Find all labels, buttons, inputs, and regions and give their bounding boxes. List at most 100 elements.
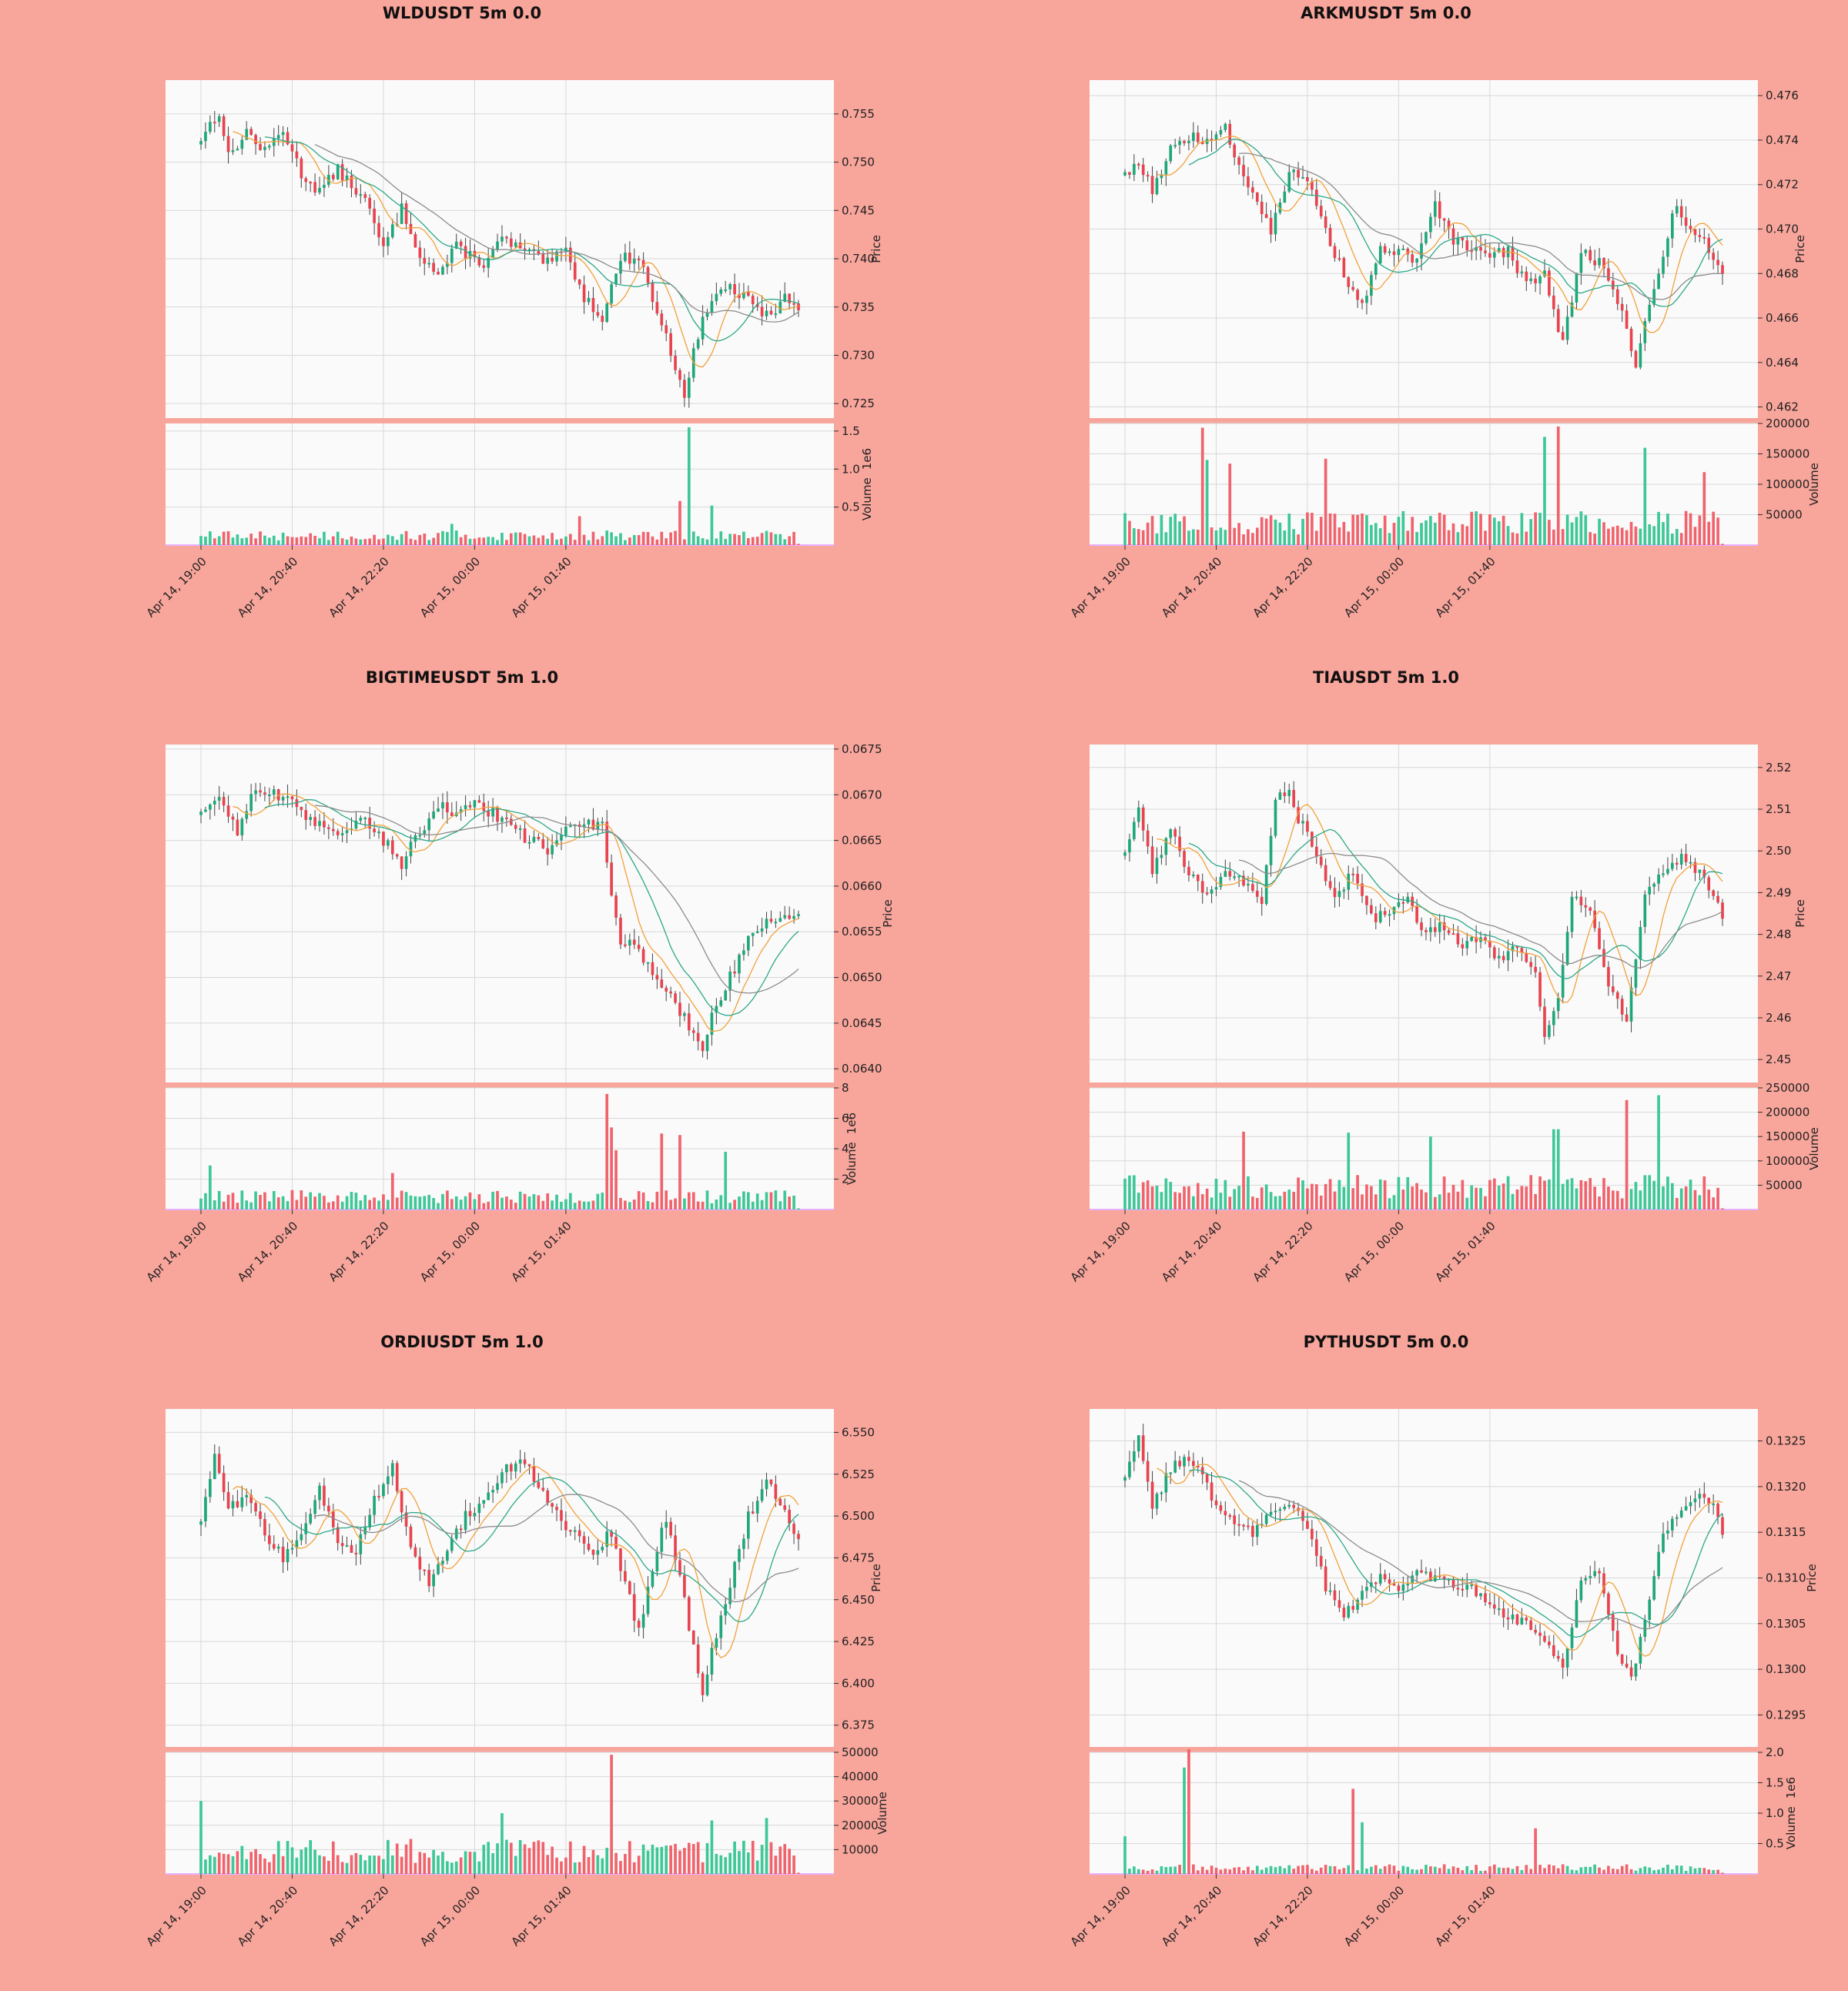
volume-bar [1502, 1868, 1505, 1874]
volume-bar [632, 1200, 636, 1210]
candle-body [1406, 1584, 1410, 1586]
volume-bar [1164, 1178, 1168, 1210]
candle-body [696, 1032, 700, 1042]
volume-bar [409, 1195, 413, 1210]
volume-bar [1411, 1186, 1414, 1210]
volume-bar [614, 1852, 618, 1874]
volume-bar [1662, 1186, 1665, 1210]
volume-bar [747, 1192, 750, 1210]
volume-bar [500, 1813, 504, 1874]
volume-bar [222, 1201, 226, 1210]
volume-bar [646, 1200, 650, 1210]
volume-bar [1615, 1190, 1619, 1210]
candle-body [1579, 1580, 1583, 1601]
volume-bar [276, 540, 280, 545]
volume-bar [1141, 1182, 1145, 1210]
candle-body [236, 1501, 239, 1507]
candle-body [1411, 254, 1414, 263]
candle-body [345, 830, 349, 834]
volume-tick-label: 1.0 [1766, 1806, 1784, 1820]
candle-body [624, 1571, 627, 1582]
candle-body [1565, 316, 1569, 340]
candle-body [254, 135, 257, 145]
volume-bar [1424, 1192, 1428, 1210]
candle-body [473, 800, 477, 808]
volume-bar [724, 538, 728, 545]
volume-bar [1461, 1870, 1465, 1874]
volume-bar [432, 1849, 435, 1874]
volume-bar [437, 533, 440, 545]
candle-body [1283, 191, 1287, 203]
volume-bar [1361, 1194, 1364, 1210]
volume-axis-label: Volume1e6 [845, 1113, 859, 1185]
volume-bar [1447, 1869, 1451, 1874]
volume-bar [286, 1841, 290, 1874]
candle-body [1251, 884, 1254, 891]
candle-body [409, 842, 413, 857]
candle-body [541, 253, 545, 264]
volume-bar [437, 1855, 440, 1874]
volume-bar [1214, 1867, 1218, 1874]
volume-bar [710, 1203, 714, 1210]
volume-bar [441, 1852, 444, 1874]
volume-bar [674, 1843, 677, 1874]
candle-body [1150, 176, 1154, 195]
volume-bar [541, 1842, 545, 1874]
volume-bar [1684, 1186, 1688, 1210]
volume-bar [1511, 1193, 1515, 1210]
volume-bar [249, 534, 253, 545]
volume-bar [477, 1194, 481, 1210]
volume-bar [509, 533, 513, 545]
volume-bar [505, 540, 508, 545]
volume-bar [587, 1201, 591, 1210]
candle-body [541, 1487, 545, 1491]
volume-bar [459, 537, 463, 545]
volume-bar [1561, 1183, 1565, 1210]
volume-bar [537, 537, 541, 545]
volume-bar [1716, 1869, 1719, 1874]
candle-body [1429, 927, 1432, 932]
volume-bar [204, 1193, 207, 1210]
candle-body [313, 817, 316, 826]
volume-bar [582, 1201, 586, 1210]
candle-body [354, 188, 358, 195]
volume-bar [1515, 1866, 1519, 1874]
volume-bar [747, 1852, 750, 1874]
volume-bar [1565, 1866, 1569, 1874]
volume-bar [231, 1855, 235, 1874]
volume-bar [1292, 1869, 1296, 1874]
candle-body [1538, 1632, 1542, 1636]
volume-bar [1579, 1180, 1583, 1210]
volume-bar [390, 1173, 394, 1210]
volume-bar [578, 516, 581, 545]
candle-body [778, 918, 782, 922]
candle-body [1324, 216, 1327, 228]
price-tick-label: 6.525 [842, 1467, 875, 1481]
candle-body [738, 955, 741, 974]
candle-body [290, 144, 294, 152]
volume-bar [669, 1845, 672, 1874]
moving-average-line [1188, 1469, 1723, 1638]
candle-body [1297, 807, 1300, 824]
volume-bar [368, 538, 372, 545]
candle-body [624, 944, 627, 946]
price-axis-label: Price [881, 899, 895, 928]
volume-bar [755, 1860, 759, 1874]
volume-bar [578, 1200, 581, 1210]
candle-body [427, 818, 431, 831]
volume-bar [1611, 1869, 1615, 1874]
volume-bar [1634, 1870, 1638, 1874]
candle-body [1292, 1504, 1296, 1508]
volume-bar [1347, 531, 1351, 545]
candle-body [1160, 855, 1163, 858]
volume-bar [1456, 1191, 1460, 1210]
volume-bar [313, 535, 316, 545]
candle-body [459, 1528, 463, 1531]
candle-body [1652, 1576, 1656, 1600]
volume-bar [1543, 437, 1546, 545]
volume-bar [1666, 1176, 1669, 1210]
volume-bars [1123, 1095, 1724, 1210]
candle-body [1570, 302, 1574, 317]
volume-bar [268, 1862, 271, 1874]
volume-bar [1543, 1868, 1546, 1874]
